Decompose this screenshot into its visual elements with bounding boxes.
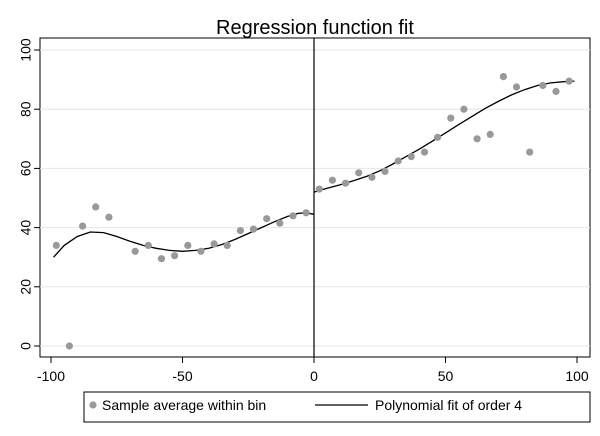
- data-point: [263, 215, 271, 223]
- x-tick-label: -100: [37, 368, 65, 384]
- grid-lines: [40, 49, 590, 347]
- data-point: [407, 153, 415, 161]
- x-tick-label: -50: [172, 368, 192, 384]
- data-point: [52, 241, 60, 249]
- data-point: [171, 252, 179, 260]
- data-point: [552, 87, 560, 95]
- data-point: [210, 240, 218, 248]
- data-point: [65, 342, 73, 350]
- x-tick-label: 0: [310, 368, 318, 384]
- data-point: [381, 167, 389, 175]
- data-point: [565, 77, 573, 85]
- data-point: [368, 173, 376, 181]
- y-tick-label: 80: [18, 101, 34, 117]
- y-tick-label: 100: [18, 38, 34, 62]
- y-tick-label: 0: [18, 342, 34, 350]
- legend: Sample average within bin Polynomial fit…: [83, 391, 591, 423]
- data-point: [236, 227, 244, 235]
- data-point: [473, 135, 481, 143]
- data-point: [184, 241, 192, 249]
- legend-marker-scatter: [89, 401, 97, 409]
- data-point: [526, 148, 534, 156]
- fit-line-segment: [53, 212, 315, 258]
- data-point: [434, 133, 442, 141]
- legend-label-fit: Polynomial fit of order 4: [375, 397, 522, 413]
- data-point: [92, 203, 100, 211]
- data-point: [355, 169, 363, 177]
- data-point: [512, 83, 521, 91]
- x-tick-label: 100: [565, 368, 589, 384]
- plot-frame: [39, 37, 591, 358]
- data-point: [302, 209, 310, 217]
- data-point: [499, 73, 507, 81]
- data-point: [249, 225, 258, 233]
- x-tick-label: 50: [438, 368, 454, 384]
- data-point: [105, 213, 113, 221]
- data-point: [131, 247, 139, 255]
- chart-title: Regression function fit: [216, 17, 414, 39]
- y-tick-label: 40: [18, 220, 34, 236]
- legend-box: [83, 391, 591, 423]
- y-tick-label: 60: [18, 160, 34, 176]
- data-point: [447, 114, 455, 122]
- data-point: [157, 255, 166, 263]
- data-point: [276, 219, 284, 227]
- scatter-points: [52, 73, 573, 350]
- data-point: [420, 148, 429, 156]
- data-point: [289, 212, 297, 220]
- y-tick-label: 20: [18, 279, 34, 295]
- data-point: [315, 185, 323, 193]
- data-point: [197, 247, 205, 255]
- data-point: [486, 130, 494, 138]
- data-point: [460, 105, 468, 113]
- legend-label-scatter: Sample average within bin: [102, 397, 266, 413]
- fit-lines: [53, 80, 575, 258]
- data-point: [394, 157, 402, 165]
- data-point: [342, 179, 350, 187]
- axes: 0 20 40 60 80 100 -100 -50 0 50 100: [18, 38, 589, 384]
- data-point: [144, 241, 152, 249]
- data-point: [79, 222, 87, 230]
- data-point: [223, 241, 231, 249]
- fit-line-segment: [313, 80, 575, 193]
- data-point: [539, 81, 547, 90]
- data-point: [328, 176, 336, 184]
